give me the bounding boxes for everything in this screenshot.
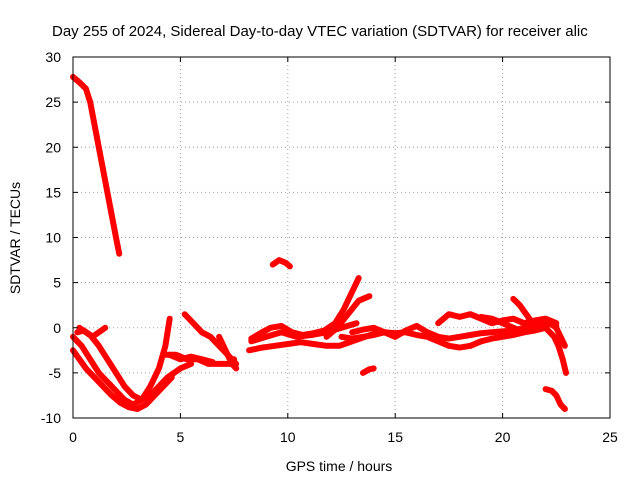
series-track-14 (323, 293, 373, 340)
y-tick-label: 30 (45, 49, 61, 65)
y-tick-label: 5 (53, 275, 61, 291)
x-tick-label: 20 (495, 429, 511, 445)
x-tick-label: 15 (387, 429, 403, 445)
x-tick-label: 0 (69, 429, 77, 445)
chart-title: Day 255 of 2024, Sidereal Day-to-day VTE… (52, 23, 588, 40)
series-track-5 (76, 324, 109, 340)
series-track-8 (216, 333, 240, 372)
y-tick-label: 20 (45, 139, 61, 155)
series-track-13 (269, 257, 293, 270)
x-tick-label: 5 (177, 429, 185, 445)
series-track-21 (521, 320, 568, 349)
grid (73, 57, 610, 418)
series-track-20 (510, 295, 536, 327)
series-track-22 (538, 322, 569, 376)
y-tick-label: -10 (41, 410, 61, 426)
y-tick-label: 15 (45, 184, 61, 200)
series-track-2 (70, 315, 173, 408)
y-tick-label: 25 (45, 94, 61, 110)
x-tick-label: 25 (602, 429, 618, 445)
series-layer (70, 73, 569, 412)
series-track-23 (542, 386, 568, 412)
series-track-9 (166, 351, 216, 365)
y-axis-title: SDTVAR / TECUs (7, 182, 23, 294)
series-track-15 (360, 365, 377, 376)
series-track-16 (338, 324, 549, 351)
y-tick-label: 10 (45, 230, 61, 246)
x-axis-title: GPS time / hours (286, 458, 393, 474)
y-tick-label: -5 (49, 365, 62, 381)
ticks: 0 5 10 15 20 25 -10 -5 0 5 10 15 20 25 30 (41, 49, 618, 445)
series-track-12 (248, 275, 362, 342)
x-tick-label: 10 (280, 429, 296, 445)
series-track-4 (70, 347, 175, 412)
series-track-1 (70, 73, 123, 257)
y-tick-label: 0 (53, 320, 61, 336)
